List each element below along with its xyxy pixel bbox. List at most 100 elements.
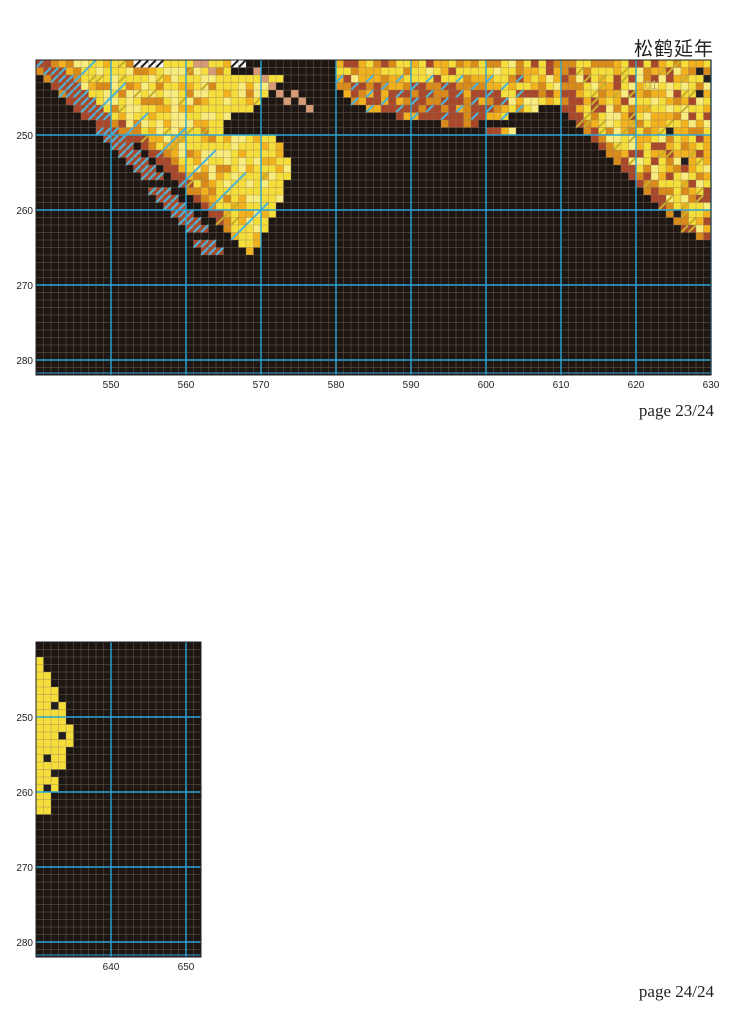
- stitch-cell: [66, 67, 74, 75]
- stitch-cell: [523, 60, 531, 68]
- stitch-cell: [141, 75, 149, 83]
- stitch-cell: [268, 157, 276, 165]
- stitch-hatch: [485, 89, 495, 99]
- stitch-cell: [688, 187, 696, 195]
- stitch-cell: [343, 60, 351, 68]
- stitch-cell: [508, 75, 516, 83]
- stitch-cell: [216, 165, 224, 173]
- stitch-cell: [546, 75, 554, 83]
- stitch-cell: [696, 225, 704, 233]
- stitch-cell: [463, 75, 471, 83]
- stitch-cell: [246, 90, 254, 98]
- x-tick-label: 630: [703, 380, 720, 391]
- stitch-cell: [186, 150, 194, 158]
- stitch-cell: [373, 75, 381, 83]
- stitch-cell: [561, 97, 569, 105]
- stitch-cell: [201, 112, 209, 120]
- stitch-hatch: [440, 96, 450, 106]
- stitch-cell: [561, 75, 569, 83]
- stitch-cell: [216, 142, 224, 150]
- major-grid-lines: [36, 642, 201, 957]
- stitch-cell: [441, 105, 449, 113]
- stitch-cell: [688, 127, 696, 135]
- stitch-cell: [501, 67, 509, 75]
- stitch-cell: [268, 210, 276, 218]
- grid-border: [35, 641, 202, 958]
- stitch-hatch: [665, 194, 675, 204]
- stitch-cell: [51, 784, 59, 792]
- stitch-cell: [126, 60, 134, 68]
- stitch-cell: [163, 82, 171, 90]
- stitch-cell: [538, 97, 546, 105]
- stitch-cell: [606, 90, 614, 98]
- stitch-cell: [193, 127, 201, 135]
- stitch-cell: [171, 90, 179, 98]
- stitch-cell: [238, 135, 246, 143]
- x-tick-label: 550: [103, 380, 120, 391]
- stitch-cell: [43, 769, 51, 777]
- stitch-hatch: [117, 141, 127, 151]
- stitch-cell: [268, 142, 276, 150]
- stitch-cell: [103, 67, 111, 75]
- stitch-cell: [583, 97, 591, 105]
- stitch-cell: [456, 82, 464, 90]
- stitch-cell: [463, 82, 471, 90]
- stitch-hatch: [192, 239, 202, 249]
- stitch-cell: [186, 105, 194, 113]
- stitch-hatch: [680, 89, 690, 99]
- stitch-cell: [681, 97, 689, 105]
- stitch-cell: [261, 225, 269, 233]
- stitch-cell: [111, 120, 119, 128]
- stitch-hatch: [140, 171, 150, 181]
- stitch-cell: [343, 82, 351, 90]
- stitch-cell: [373, 82, 381, 90]
- stitch-hatch: [95, 74, 105, 84]
- stitch-cell: [486, 82, 494, 90]
- stitch-cell: [538, 60, 546, 68]
- stitch-hatch: [110, 89, 120, 99]
- stitch-cell: [201, 150, 209, 158]
- stitch-cell: [696, 97, 704, 105]
- stitch-cell: [591, 60, 599, 68]
- stitch-cell: [636, 97, 644, 105]
- stitch-cell: [546, 97, 554, 105]
- stitch-cell: [223, 165, 231, 173]
- stitch-cell: [553, 67, 561, 75]
- stitch-hatch: [117, 81, 127, 91]
- stitch-cell: [246, 75, 254, 83]
- stitch-hatch: [170, 134, 180, 144]
- stitch-cell: [508, 127, 516, 135]
- stitch-cell: [141, 82, 149, 90]
- stitch-cell: [261, 180, 269, 188]
- stitch-cell: [126, 97, 134, 105]
- stitch-cell: [696, 120, 704, 128]
- stitch-cell: [253, 67, 261, 75]
- stitch-cell: [703, 67, 711, 75]
- stitch-hatch: [185, 209, 195, 219]
- stitch-cell: [351, 90, 359, 98]
- stitch-cell: [606, 135, 614, 143]
- stitch-cell: [43, 732, 51, 740]
- stitch-cell: [568, 60, 576, 68]
- stitch-cell: [703, 217, 711, 225]
- stitch-cell: [388, 105, 396, 113]
- stitch-hatch: [185, 171, 195, 181]
- stitch-cell: [43, 754, 51, 762]
- stitch-cell: [681, 150, 689, 158]
- stitch-hatch: [680, 224, 690, 234]
- stitch-cell: [36, 732, 44, 740]
- stitch-hatch: [627, 111, 637, 121]
- stitch-cell: [636, 90, 644, 98]
- stitch-cell: [576, 75, 584, 83]
- stitch-cell: [583, 60, 591, 68]
- stitch-hatch: [200, 126, 210, 136]
- stitch-hatch: [470, 96, 480, 106]
- stitch-cell: [681, 187, 689, 195]
- stitch-cell: [703, 225, 711, 233]
- stitch-cell: [358, 82, 366, 90]
- stitch-cell: [246, 225, 254, 233]
- stitch-hatch: [380, 96, 390, 106]
- stitch-cell: [576, 105, 584, 113]
- stitch-cell: [73, 60, 81, 68]
- stitch-cell: [598, 67, 606, 75]
